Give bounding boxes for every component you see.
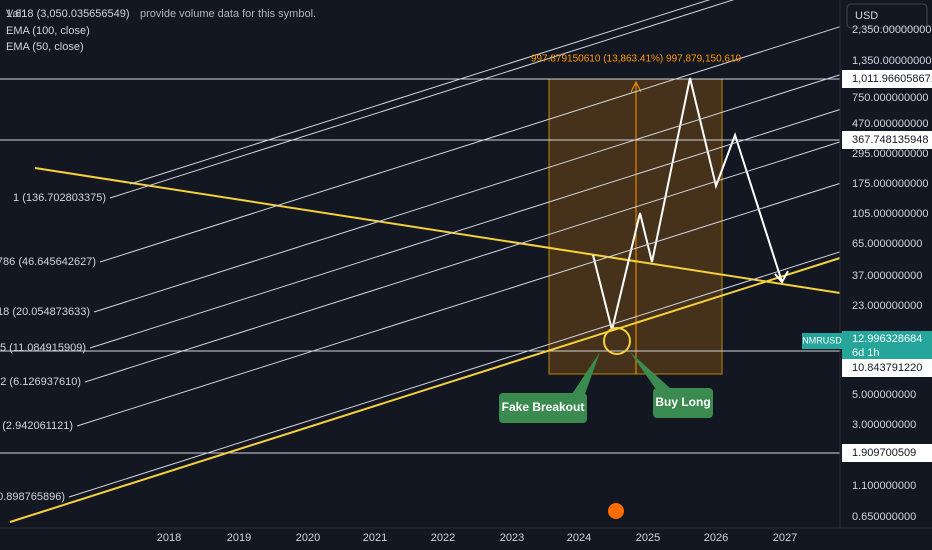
time-label: 2027 [773, 532, 797, 544]
channel-line [76, 182, 841, 427]
fib-label: 0 (0.898765896) [0, 491, 65, 503]
price-label: 105.000000000 [852, 208, 928, 220]
channel-line [89, 109, 841, 349]
measure-arrow-head [630, 80, 642, 93]
time-label: 2023 [500, 532, 524, 544]
measure-label: 997.879150610 (13,863.41%) 997,879,150,6… [531, 54, 742, 65]
price-label: 37.000000000 [852, 270, 922, 282]
price-label: 23.000000000 [852, 300, 922, 312]
channel-line [109, 0, 735, 199]
indicator-label: EMA (100, close) [6, 25, 90, 37]
fib-label: 1 (136.702803375) [13, 192, 106, 204]
annotation: Fake Breakout [502, 400, 585, 414]
currency-button[interactable] [846, 3, 928, 29]
price-label: 3.000000000 [852, 419, 916, 431]
countdown: 6d 1h [852, 347, 880, 359]
price-box-label: 1,011.966058671 [852, 73, 932, 85]
volume-label: Vol: [6, 8, 24, 20]
price-box-label: 367.748135948 [852, 134, 928, 146]
annotation: Buy Long [655, 395, 710, 409]
channel-line [84, 141, 841, 383]
symbol: NMRUSD [802, 335, 842, 345]
callout-box [653, 388, 713, 418]
symbol-tag [802, 333, 842, 349]
price-label: 1,350.000000000 [852, 55, 932, 67]
price-label: 470.000000000 [852, 118, 928, 130]
trend-line [34, 167, 841, 294]
price-box [842, 131, 932, 149]
callout-box [499, 393, 587, 423]
price-box-label: 10.843791220 [852, 362, 922, 374]
fib-label: 0.236 (2.942061121) [0, 420, 73, 432]
callout-pointer [572, 352, 600, 394]
fib-label: 0.618 (20.054873633) [0, 306, 90, 318]
event-icon [608, 503, 624, 519]
time-label: 2018 [157, 532, 181, 544]
highlight-circle [603, 327, 631, 355]
callout-pointer [630, 352, 670, 388]
channel-line [93, 74, 841, 313]
fib-label: 0.786 (46.645642627) [0, 256, 96, 268]
time-label: 2021 [363, 532, 387, 544]
time-label: 2025 [636, 532, 660, 544]
projection-arrow [774, 270, 789, 284]
volume-note: provide volume data for this symbol. [140, 8, 316, 20]
time-label: 2026 [704, 532, 728, 544]
price-box [842, 70, 932, 88]
price-label: 0.650000000 [852, 511, 916, 523]
fib-label: 0.382 (6.126937610) [0, 376, 81, 388]
drawings [0, 0, 841, 523]
channel-line [68, 251, 841, 498]
channel-line [129, 0, 711, 185]
price-box-label: 1.909700509 [852, 447, 916, 459]
price-label: 2,350.000000000 [852, 24, 932, 36]
price-label: 175.000000000 [852, 178, 928, 190]
time-label: 2024 [567, 532, 591, 544]
time-label: 2020 [296, 532, 320, 544]
price-label: 295.000000000 [852, 148, 928, 160]
currency[interactable]: USD [855, 10, 878, 22]
channel-line [99, 26, 841, 263]
price-box [842, 444, 932, 462]
last-price: 12.996328684 [852, 333, 922, 345]
price-label: 1.100000000 [852, 480, 916, 492]
price-label: 5.000000000 [852, 389, 916, 401]
price-label: 750.000000000 [852, 92, 928, 104]
price-tag [842, 331, 932, 361]
price-box [842, 359, 932, 377]
time-label: 2019 [227, 532, 251, 544]
fib-label: 1.618 (3,050.035656549) [6, 8, 130, 20]
indicator-label: EMA (50, close) [6, 41, 84, 53]
price-label: 65.000000000 [852, 238, 922, 250]
trend-line [9, 257, 841, 523]
fib-label: 0.5 (11.084915909) [0, 342, 86, 354]
time-label: 2022 [431, 532, 455, 544]
